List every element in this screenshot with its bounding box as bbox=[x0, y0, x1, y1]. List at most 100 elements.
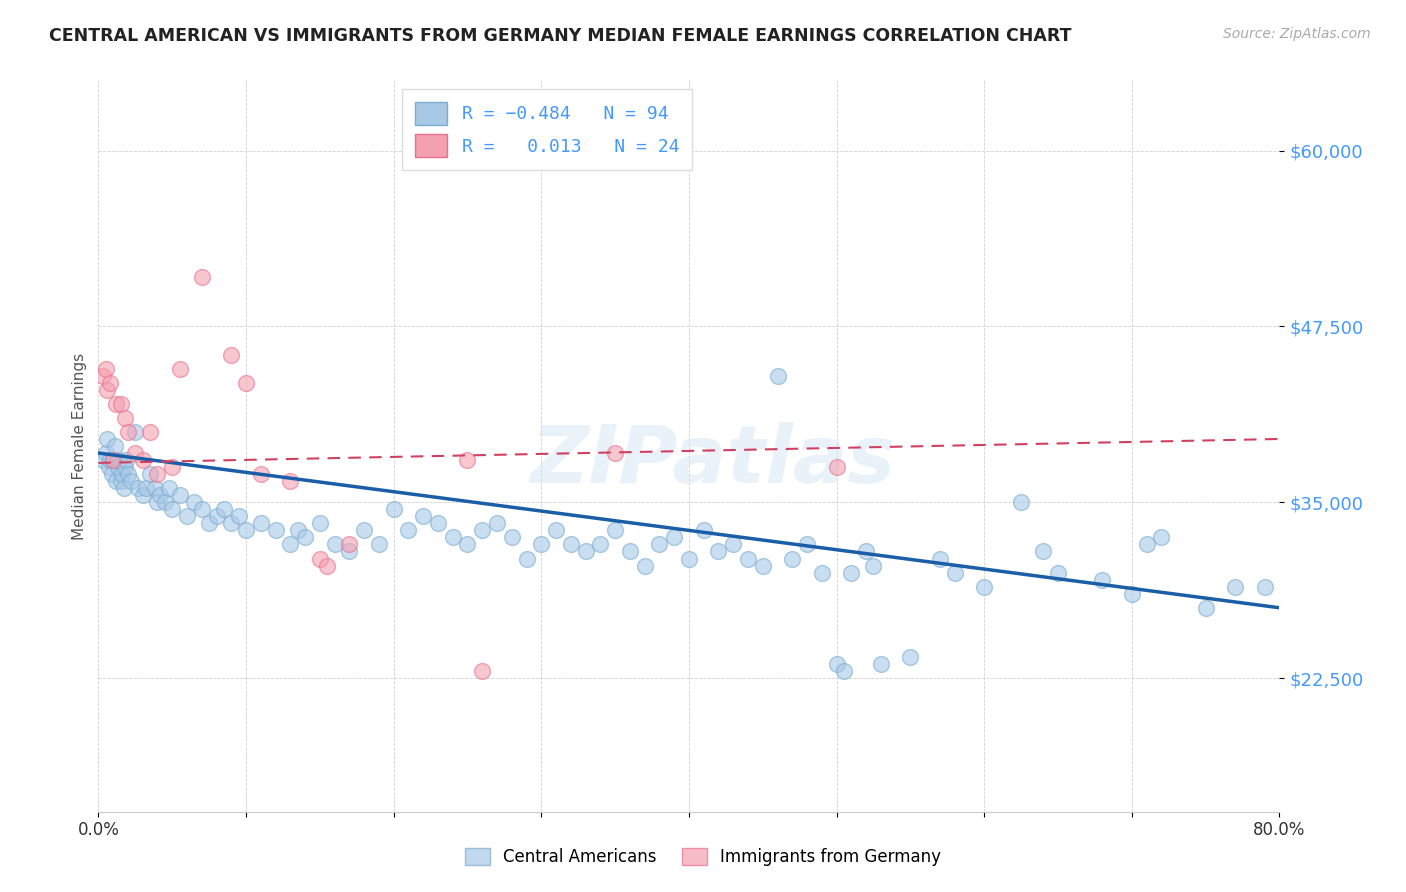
Text: Source: ZipAtlas.com: Source: ZipAtlas.com bbox=[1223, 27, 1371, 41]
Legend: Central Americans, Immigrants from Germany: Central Americans, Immigrants from Germa… bbox=[457, 840, 949, 875]
Point bbox=[530, 537, 553, 551]
Point bbox=[124, 425, 146, 439]
Point bbox=[575, 544, 598, 558]
Point bbox=[149, 488, 172, 502]
Text: CENTRAL AMERICAN VS IMMIGRANTS FROM GERMANY MEDIAN FEMALE EARNINGS CORRELATION C: CENTRAL AMERICAN VS IMMIGRANTS FROM GERM… bbox=[49, 27, 1071, 45]
Point bbox=[153, 495, 176, 509]
Point bbox=[228, 509, 250, 524]
Point bbox=[135, 481, 157, 495]
Point bbox=[471, 664, 494, 678]
Point bbox=[124, 446, 146, 460]
Point bbox=[900, 650, 922, 665]
Point bbox=[810, 566, 832, 580]
Point bbox=[107, 460, 129, 475]
Point bbox=[1195, 600, 1218, 615]
Point bbox=[115, 453, 138, 467]
Point bbox=[250, 516, 273, 531]
Point bbox=[1150, 530, 1173, 544]
Point bbox=[678, 551, 700, 566]
Point bbox=[114, 460, 136, 475]
Point bbox=[1032, 544, 1054, 558]
Point bbox=[605, 524, 627, 538]
Point bbox=[91, 368, 114, 383]
Point bbox=[619, 544, 641, 558]
Point bbox=[412, 509, 434, 524]
Point bbox=[1254, 580, 1277, 594]
Legend: R = −0.484   N = 94, R =   0.013   N = 24: R = −0.484 N = 94, R = 0.013 N = 24 bbox=[402, 89, 692, 170]
Point bbox=[157, 481, 180, 495]
Point bbox=[855, 544, 877, 558]
Point bbox=[796, 537, 818, 551]
Point bbox=[127, 481, 149, 495]
Point bbox=[634, 558, 657, 573]
Point bbox=[212, 502, 235, 516]
Point bbox=[221, 347, 243, 362]
Point bbox=[1091, 573, 1114, 587]
Point bbox=[339, 544, 361, 558]
Point bbox=[664, 530, 686, 544]
Point bbox=[943, 566, 966, 580]
Point bbox=[353, 524, 375, 538]
Point bbox=[516, 551, 538, 566]
Y-axis label: Median Female Earnings: Median Female Earnings bbox=[72, 352, 87, 540]
Point bbox=[191, 502, 214, 516]
Point bbox=[96, 432, 118, 446]
Point bbox=[1121, 587, 1143, 601]
Point bbox=[382, 502, 405, 516]
Point bbox=[368, 537, 391, 551]
Point bbox=[1010, 495, 1032, 509]
Point bbox=[94, 446, 117, 460]
Point bbox=[205, 509, 228, 524]
Point bbox=[139, 467, 162, 482]
Point bbox=[97, 460, 120, 475]
Point bbox=[471, 524, 494, 538]
Point bbox=[862, 558, 884, 573]
Point bbox=[841, 566, 863, 580]
Point bbox=[104, 439, 127, 453]
Point bbox=[723, 537, 745, 551]
Point bbox=[501, 530, 523, 544]
Point bbox=[441, 530, 464, 544]
Point bbox=[457, 537, 479, 551]
Point bbox=[339, 537, 361, 551]
Point bbox=[309, 516, 332, 531]
Point bbox=[198, 516, 221, 531]
Point bbox=[693, 524, 716, 538]
Point bbox=[191, 270, 214, 285]
Point bbox=[870, 657, 893, 671]
Point bbox=[98, 453, 121, 467]
Point bbox=[280, 474, 302, 488]
Point bbox=[457, 453, 479, 467]
Point bbox=[782, 551, 804, 566]
Point bbox=[111, 467, 134, 482]
Point bbox=[91, 453, 114, 467]
Text: ZIPatlas: ZIPatlas bbox=[530, 422, 896, 500]
Point bbox=[112, 481, 135, 495]
Point bbox=[176, 509, 198, 524]
Point bbox=[103, 453, 125, 467]
Point bbox=[162, 502, 183, 516]
Point bbox=[183, 495, 205, 509]
Point bbox=[103, 453, 125, 467]
Point bbox=[737, 551, 759, 566]
Point bbox=[100, 467, 122, 482]
Point bbox=[546, 524, 568, 538]
Point bbox=[309, 551, 332, 566]
Point bbox=[235, 376, 257, 390]
Point bbox=[108, 453, 131, 467]
Point bbox=[973, 580, 995, 594]
Point bbox=[1136, 537, 1159, 551]
Point bbox=[162, 460, 183, 475]
Point bbox=[98, 376, 121, 390]
Point bbox=[929, 551, 952, 566]
Point bbox=[398, 524, 420, 538]
Point bbox=[110, 474, 132, 488]
Point bbox=[132, 488, 155, 502]
Point bbox=[110, 397, 132, 411]
Point bbox=[105, 474, 128, 488]
Point bbox=[139, 425, 162, 439]
Point bbox=[117, 467, 139, 482]
Point bbox=[316, 558, 339, 573]
Point bbox=[287, 524, 309, 538]
Point bbox=[589, 537, 612, 551]
